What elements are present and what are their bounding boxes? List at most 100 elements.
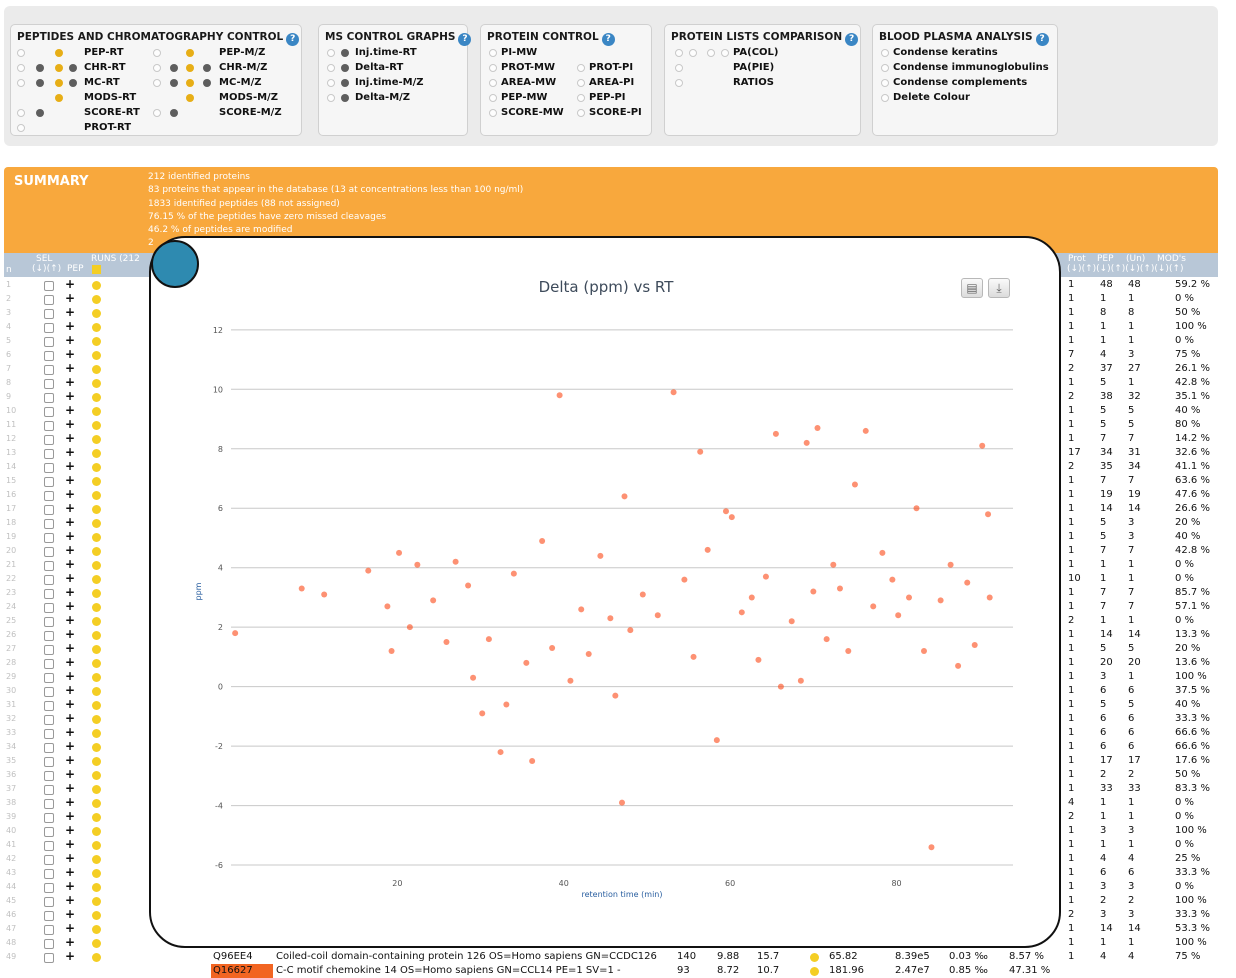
radio-toggle[interactable]	[17, 109, 25, 117]
expand-peptides-icon[interactable]: +	[65, 305, 76, 319]
radio-toggle[interactable]	[55, 49, 63, 57]
expand-peptides-icon[interactable]: +	[65, 515, 76, 529]
chromatography-option[interactable]: MC-M/Z	[219, 77, 262, 88]
radio-toggle[interactable]	[17, 124, 25, 132]
radio-toggle[interactable]	[675, 79, 683, 87]
expand-peptides-icon[interactable]: +	[65, 837, 76, 851]
select-checkbox[interactable]	[44, 953, 54, 963]
expand-peptides-icon[interactable]: +	[65, 669, 76, 683]
print-button[interactable]: ▤	[961, 278, 983, 298]
col-right-sort[interactable]: (↓)(↑)(↓)(↑)(↓)(↑)(↓)(↑)	[1067, 264, 1184, 274]
radio-toggle[interactable]	[577, 109, 585, 117]
radio-toggle[interactable]	[55, 64, 63, 72]
select-checkbox[interactable]	[44, 589, 54, 599]
radio-toggle[interactable]	[153, 79, 161, 87]
radio-toggle[interactable]	[153, 49, 161, 57]
radio-toggle[interactable]	[170, 79, 178, 87]
select-checkbox[interactable]	[44, 827, 54, 837]
radio-toggle[interactable]	[489, 109, 497, 117]
col-runs[interactable]: RUNS (212	[91, 254, 140, 264]
select-checkbox[interactable]	[44, 701, 54, 711]
expand-peptides-icon[interactable]: +	[65, 613, 76, 627]
radio-toggle[interactable]	[327, 49, 335, 57]
comparison-option[interactable]: PA(PIE)	[733, 62, 775, 73]
expand-peptides-icon[interactable]: +	[65, 361, 76, 375]
radio-toggle[interactable]	[36, 79, 44, 87]
radio-toggle[interactable]	[881, 94, 889, 102]
col-pep-count[interactable]: PEP	[1097, 254, 1114, 264]
expand-peptides-icon[interactable]: +	[65, 949, 76, 963]
expand-peptides-icon[interactable]: +	[65, 683, 76, 697]
ms-graph-option[interactable]: Delta-M/Z	[355, 92, 411, 103]
select-checkbox[interactable]	[44, 407, 54, 417]
select-checkbox[interactable]	[44, 421, 54, 431]
chromatography-option[interactable]: MODS-RT	[84, 92, 137, 103]
select-checkbox[interactable]	[44, 323, 54, 333]
chromatography-option[interactable]: MC-RT	[84, 77, 120, 88]
chromatography-option[interactable]: SCORE-M/Z	[219, 107, 282, 118]
expand-peptides-icon[interactable]: +	[65, 711, 76, 725]
col-sel-sort[interactable]: (↓)(↑)	[32, 264, 62, 274]
select-checkbox[interactable]	[44, 337, 54, 347]
expand-peptides-icon[interactable]: +	[65, 655, 76, 669]
chromatography-option[interactable]: PEP-RT	[84, 47, 124, 58]
select-checkbox[interactable]	[44, 771, 54, 781]
protein-control-option[interactable]: PEP-PI	[589, 92, 626, 103]
expand-peptides-icon[interactable]: +	[65, 599, 76, 613]
radio-toggle[interactable]	[69, 64, 77, 72]
radio-toggle[interactable]	[489, 49, 497, 57]
ms-graph-option[interactable]: Inj.time-M/Z	[355, 77, 424, 88]
select-checkbox[interactable]	[44, 309, 54, 319]
expand-peptides-icon[interactable]: +	[65, 739, 76, 753]
expand-peptides-icon[interactable]: +	[65, 571, 76, 585]
radio-toggle[interactable]	[186, 49, 194, 57]
select-checkbox[interactable]	[44, 813, 54, 823]
expand-peptides-icon[interactable]: +	[65, 753, 76, 767]
expand-peptides-icon[interactable]: +	[65, 557, 76, 571]
protein-control-option[interactable]: SCORE-PI	[589, 107, 642, 118]
chromatography-option[interactable]: SCORE-RT	[84, 107, 140, 118]
select-checkbox[interactable]	[44, 869, 54, 879]
chromatography-option[interactable]: PROT-RT	[84, 122, 132, 133]
select-checkbox[interactable]	[44, 575, 54, 585]
radio-toggle[interactable]	[327, 64, 335, 72]
select-checkbox[interactable]	[44, 533, 54, 543]
expand-peptides-icon[interactable]: +	[65, 291, 76, 305]
select-checkbox[interactable]	[44, 463, 54, 473]
select-checkbox[interactable]	[44, 799, 54, 809]
expand-peptides-icon[interactable]: +	[65, 529, 76, 543]
expand-peptides-icon[interactable]: +	[65, 697, 76, 711]
col-prot[interactable]: Prot	[1068, 254, 1086, 264]
select-checkbox[interactable]	[44, 351, 54, 361]
chromatography-option[interactable]: CHR-M/Z	[219, 62, 268, 73]
radio-toggle[interactable]	[55, 94, 63, 102]
blood-plasma-option[interactable]: Condense complements	[893, 77, 1028, 88]
select-checkbox[interactable]	[44, 939, 54, 949]
radio-toggle[interactable]	[675, 49, 683, 57]
radio-toggle[interactable]	[577, 94, 585, 102]
ms-graph-option[interactable]: Inj.time-RT	[355, 47, 417, 58]
select-checkbox[interactable]	[44, 449, 54, 459]
radio-toggle[interactable]	[489, 64, 497, 72]
select-checkbox[interactable]	[44, 379, 54, 389]
protein-control-option[interactable]: PROT-PI	[589, 62, 634, 73]
radio-toggle[interactable]	[186, 79, 194, 87]
radio-toggle[interactable]	[341, 64, 349, 72]
radio-toggle[interactable]	[689, 49, 697, 57]
select-checkbox[interactable]	[44, 841, 54, 851]
radio-toggle[interactable]	[17, 64, 25, 72]
radio-toggle[interactable]	[36, 109, 44, 117]
expand-peptides-icon[interactable]: +	[65, 445, 76, 459]
expand-peptides-icon[interactable]: +	[65, 879, 76, 893]
radio-toggle[interactable]	[881, 79, 889, 87]
radio-toggle[interactable]	[55, 79, 63, 87]
help-icon[interactable]: ?	[601, 33, 615, 46]
expand-peptides-icon[interactable]: +	[65, 543, 76, 557]
select-checkbox[interactable]	[44, 547, 54, 557]
expand-peptides-icon[interactable]: +	[65, 627, 76, 641]
protein-control-option[interactable]: PROT-MW	[501, 62, 556, 73]
select-checkbox[interactable]	[44, 631, 54, 641]
expand-peptides-icon[interactable]: +	[65, 417, 76, 431]
expand-peptides-icon[interactable]: +	[65, 907, 76, 921]
select-checkbox[interactable]	[44, 505, 54, 515]
